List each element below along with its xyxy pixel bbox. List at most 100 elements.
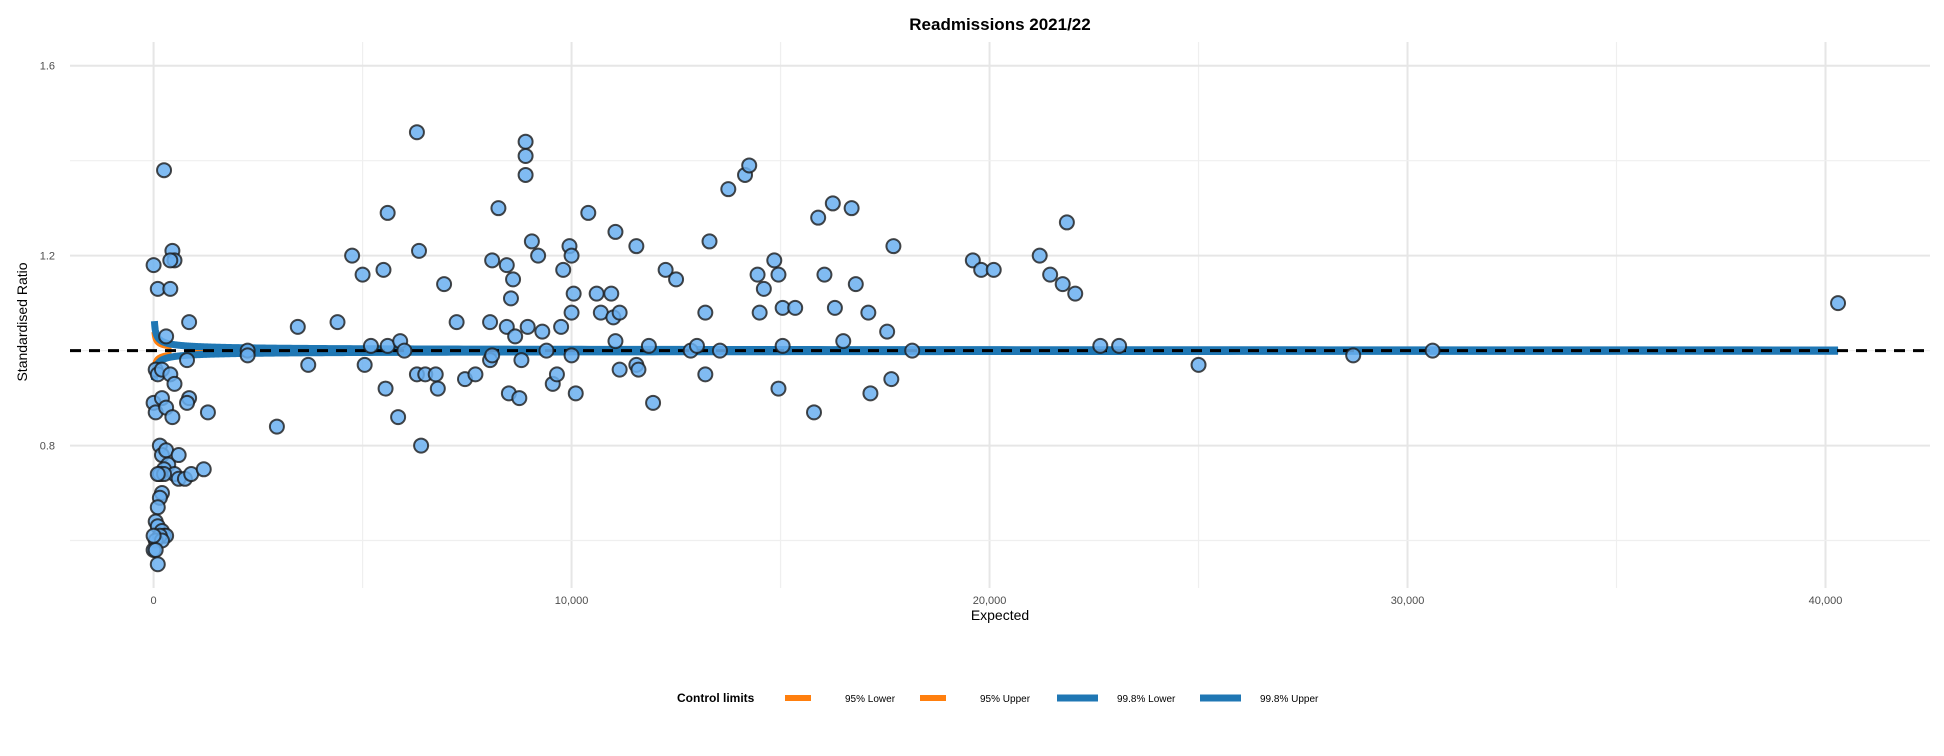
- data-point: [1190, 356, 1207, 373]
- data-point: [701, 233, 718, 250]
- data-point: [1054, 276, 1071, 293]
- data-point: [268, 418, 285, 435]
- x-tick-labels: 0 10,000 20,000 30,000 40,000: [151, 595, 1843, 607]
- data-point: [356, 356, 373, 373]
- x-tick-label: 10,000: [555, 595, 589, 607]
- legend-title: Control limits: [677, 691, 755, 705]
- data-point: [806, 404, 822, 421]
- data-point: [427, 366, 444, 383]
- data-point: [448, 314, 465, 331]
- legend-label: 95% Lower: [845, 694, 896, 705]
- data-point: [429, 380, 446, 397]
- data-point: [498, 257, 515, 274]
- data-point: [482, 314, 499, 331]
- data-point: [156, 162, 173, 179]
- data-point: [517, 133, 534, 150]
- data-point: [843, 200, 860, 217]
- data-point: [1031, 247, 1048, 264]
- data-point: [530, 247, 547, 264]
- data-point: [354, 266, 371, 283]
- data-point: [697, 304, 714, 321]
- data-point: [720, 181, 737, 198]
- data-point: [517, 147, 534, 164]
- data-point: [766, 252, 783, 269]
- data-point: [603, 285, 620, 302]
- data-point: [879, 323, 896, 340]
- gridlines: [70, 42, 1930, 588]
- y-tick-labels: 0.8 1.2 1.6: [40, 61, 55, 453]
- data-point: [824, 195, 841, 212]
- data-point: [344, 247, 361, 264]
- data-point: [697, 366, 714, 383]
- x-tick-label: 30,000: [1391, 595, 1425, 607]
- legend-label: 99.8% Upper: [1260, 694, 1319, 705]
- data-point: [538, 342, 555, 359]
- data-point: [145, 527, 162, 544]
- data-point: [787, 299, 804, 316]
- data-point: [749, 266, 766, 283]
- data-point: [147, 542, 164, 559]
- data-point: [511, 390, 528, 407]
- data-point: [985, 261, 1002, 278]
- data-point: [607, 333, 624, 350]
- data-point: [885, 238, 902, 255]
- data-point: [179, 394, 196, 411]
- y-tick-label: 0.8: [40, 441, 55, 453]
- data-point: [548, 366, 565, 383]
- data-point: [1042, 266, 1059, 283]
- data-point: [436, 276, 453, 293]
- data-point: [149, 466, 166, 483]
- data-point: [630, 361, 647, 378]
- data-point: [657, 261, 674, 278]
- chart-title: Readmissions 2021/22: [909, 15, 1090, 34]
- data-point: [563, 247, 580, 264]
- data-point: [668, 271, 685, 288]
- x-tick-label: 20,000: [973, 595, 1007, 607]
- data-point: [289, 318, 306, 335]
- data-point: [553, 318, 570, 335]
- y-axis-title: Standardised Ratio: [14, 262, 30, 381]
- data-point: [513, 352, 530, 369]
- data-point: [862, 385, 879, 402]
- data-point: [158, 328, 175, 345]
- data-point: [711, 342, 728, 359]
- data-point: [751, 304, 768, 321]
- data-point: [379, 204, 396, 221]
- data-point: [502, 290, 519, 307]
- data-point: [580, 204, 597, 221]
- data-point: [774, 337, 791, 354]
- data-point: [645, 394, 662, 411]
- legend: Control limits 95% Lower 95% Upper 99.8% L…: [677, 691, 1319, 705]
- data-point: [640, 337, 657, 354]
- data-point: [329, 314, 346, 331]
- data-point: [396, 342, 413, 359]
- data-point: [555, 261, 572, 278]
- data-point: [505, 271, 522, 288]
- data-point: [375, 261, 392, 278]
- x-axis-title: Expected: [971, 607, 1029, 623]
- x-tick-label: 0: [151, 595, 157, 607]
- data-point: [484, 252, 501, 269]
- data-point: [408, 124, 425, 141]
- data-point: [611, 361, 628, 378]
- data-point: [1058, 214, 1075, 231]
- data-point: [164, 409, 181, 426]
- data-points: [145, 124, 1847, 573]
- data-point: [519, 318, 536, 335]
- data-point: [567, 385, 584, 402]
- data-point: [390, 409, 407, 426]
- data-point: [181, 314, 198, 331]
- data-point: [826, 299, 843, 316]
- data-point: [300, 356, 317, 373]
- data-point: [1067, 285, 1084, 302]
- data-point: [1111, 337, 1128, 354]
- data-point: [847, 276, 864, 293]
- data-point: [835, 333, 852, 350]
- data-point: [239, 347, 256, 364]
- data-point: [741, 157, 758, 174]
- data-point: [563, 304, 580, 321]
- data-point: [770, 266, 787, 283]
- data-point: [411, 242, 428, 259]
- data-point: [467, 366, 484, 383]
